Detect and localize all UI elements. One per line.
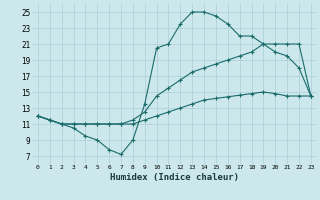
X-axis label: Humidex (Indice chaleur): Humidex (Indice chaleur) bbox=[110, 173, 239, 182]
